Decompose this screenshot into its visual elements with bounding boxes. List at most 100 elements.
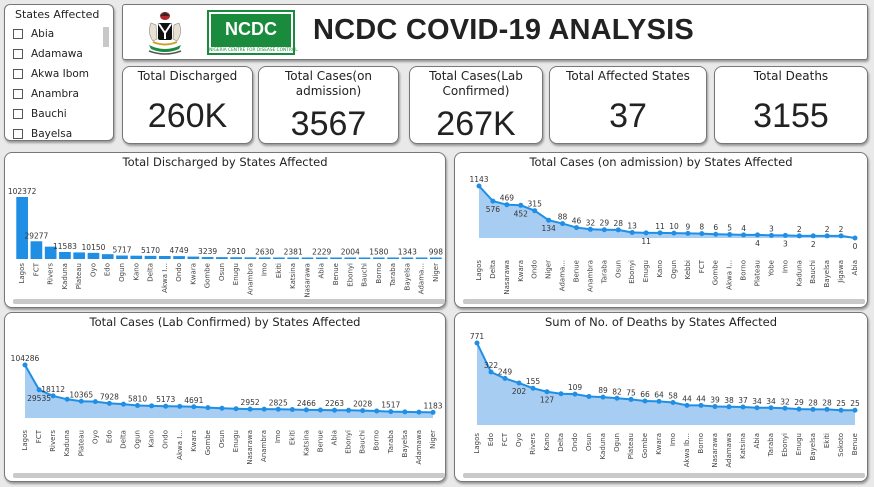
- data-point: [670, 400, 676, 406]
- slicer-item[interactable]: Abia: [13, 24, 113, 44]
- data-point: [416, 409, 422, 415]
- tick-label: Imo: [669, 433, 677, 446]
- checkbox[interactable]: [13, 69, 23, 79]
- data-label: 155: [526, 377, 541, 386]
- chart-scrollbar[interactable]: [463, 473, 865, 478]
- slicer-item[interactable]: Bauchi: [13, 104, 113, 124]
- tick-label: Enugu: [795, 433, 803, 455]
- bar: [158, 255, 171, 259]
- chart-total-discharged: 102372 Lagos 29277 FCT Rivers 11583 Kaduna Plat…: [4, 152, 446, 308]
- tick-label: Adamawa: [415, 430, 423, 465]
- data-label: 2263: [325, 399, 344, 408]
- tick-label: Kano: [656, 260, 664, 277]
- tick-label: Edo: [487, 433, 495, 446]
- page-title: NCDC COVID-19 ANALYSIS: [313, 14, 694, 46]
- data-label: 28: [613, 219, 623, 228]
- states-slicer[interactable]: States Affected Abia Adamawa Akwa Ibom Anam…: [4, 4, 114, 141]
- data-label: 32: [586, 218, 596, 227]
- data-point: [106, 400, 112, 406]
- data-label: 202: [512, 387, 527, 396]
- bar: [315, 257, 328, 259]
- data-point: [573, 225, 579, 231]
- bar: [73, 252, 86, 259]
- data-point: [600, 394, 606, 400]
- slicer-item[interactable]: Adamawa: [13, 44, 113, 64]
- data-label: 452: [514, 209, 529, 218]
- slicer-scrollbar[interactable]: [103, 27, 109, 47]
- slicer-item[interactable]: Anambra: [13, 84, 113, 104]
- bar: [415, 257, 428, 259]
- tick-label: Kwara: [655, 433, 663, 455]
- chart-scrollbar[interactable]: [463, 299, 865, 304]
- kpi-label: Total Cases(on admission): [284, 69, 373, 98]
- data-point: [699, 231, 705, 237]
- tick-label: Ekiti: [823, 433, 831, 448]
- data-point: [684, 402, 690, 408]
- bar: [372, 257, 385, 259]
- data-point: [671, 230, 677, 236]
- data-point: [518, 202, 524, 208]
- checkbox[interactable]: [13, 89, 23, 99]
- tick-label: Bauchi: [809, 260, 817, 284]
- data-point: [614, 395, 620, 401]
- data-label: 104286: [11, 354, 40, 363]
- data-label: 4: [741, 224, 746, 233]
- data-label: 28: [822, 398, 832, 407]
- chart-scrollbar[interactable]: [13, 299, 445, 304]
- data-point: [36, 387, 42, 393]
- data-point: [755, 232, 761, 238]
- tick-label: Oyo: [515, 433, 523, 447]
- chart-deaths: 771 Lagos 322 Edo 249 FCT 202 Oyo 155 Rivers 127 Ka…: [454, 312, 868, 482]
- data-point: [768, 232, 774, 238]
- data-point: [289, 406, 295, 412]
- data-point: [22, 362, 28, 368]
- bar: [116, 255, 128, 259]
- chart-scrollbar[interactable]: [13, 473, 445, 478]
- slicer-item-label: Akwa Ibom: [31, 68, 90, 80]
- checkbox[interactable]: [13, 129, 23, 139]
- data-label: 34: [766, 397, 776, 406]
- data-label: 44: [696, 394, 706, 403]
- tick-label: Abia: [753, 433, 761, 448]
- slicer-item[interactable]: Bayelsa: [13, 124, 113, 140]
- data-point: [120, 401, 126, 407]
- data-point: [476, 183, 482, 189]
- data-point: [852, 407, 858, 413]
- data-label: 998: [429, 248, 444, 257]
- checkbox[interactable]: [13, 29, 23, 39]
- data-label: 1580: [369, 248, 388, 257]
- checkbox[interactable]: [13, 109, 23, 119]
- tick-label: Sokoto: [837, 433, 845, 457]
- data-label: 6: [713, 223, 718, 232]
- chart-title: Sum of No. of Deaths by States Affected: [544, 315, 778, 329]
- tick-label: Rivers: [49, 430, 57, 452]
- tick-label: Benue: [572, 260, 580, 282]
- data-label: 315: [528, 200, 543, 209]
- ncdc-logo: NCDC NIGERIA CENTRE FOR DISEASE CONTROL: [207, 10, 298, 55]
- data-point: [532, 208, 538, 214]
- tick-label: Taraba: [767, 433, 775, 457]
- data-point: [824, 406, 830, 412]
- data-point: [601, 227, 607, 233]
- data-label: 322: [484, 361, 499, 370]
- slicer-item[interactable]: Akwa Ibom: [13, 64, 113, 84]
- data-label: 2630: [255, 247, 274, 256]
- data-label: 102372: [8, 187, 37, 196]
- tick-label: Katsina: [302, 430, 310, 456]
- tick-label: Bayelsa: [403, 263, 411, 290]
- tick-label: Gombe: [204, 430, 212, 455]
- data-point: [92, 399, 98, 405]
- kpi-label: Total Cases(Lab Confirmed): [429, 69, 523, 98]
- bar: [344, 257, 357, 259]
- data-label: 2229: [312, 248, 331, 257]
- tick-label: Enugu: [232, 430, 240, 452]
- bar: [87, 252, 100, 259]
- tick-label: Rivers: [529, 433, 537, 455]
- data-point: [374, 408, 380, 414]
- data-point: [490, 198, 496, 204]
- data-label: 2: [825, 225, 830, 234]
- data-label: 1143: [469, 175, 488, 184]
- data-label: 29277: [24, 231, 48, 240]
- checkbox[interactable]: [13, 49, 23, 59]
- data-point: [657, 230, 663, 236]
